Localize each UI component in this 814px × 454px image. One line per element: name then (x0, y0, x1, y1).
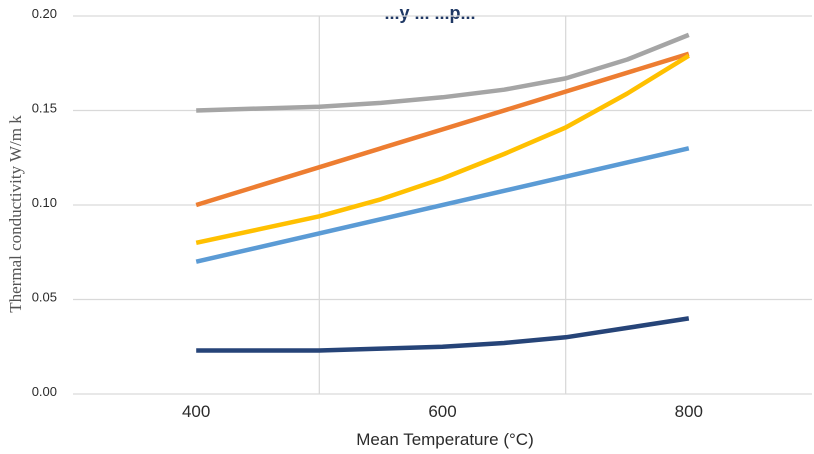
y-tick-label: 0.10 (32, 195, 57, 210)
chart-title: ...y ... ...p... (384, 3, 475, 23)
series-line-3 (195, 53, 690, 246)
series-line-4 (195, 146, 690, 264)
x-tick-label: 400 (182, 402, 210, 421)
series-line-1 (196, 32, 690, 113)
y-tick-label: 0.20 (32, 6, 57, 21)
y-tick-label: 0.15 (32, 101, 57, 116)
data-series (195, 32, 690, 353)
x-tick-label: 800 (675, 402, 703, 421)
y-axis-title: Thermal conductivity W/m k (6, 115, 25, 313)
x-tick-label: 600 (428, 402, 456, 421)
y-tick-label: 0.05 (32, 290, 57, 305)
x-axis-title: Mean Temperature (°C) (356, 430, 534, 449)
series-line-5 (196, 316, 690, 353)
x-tick-labels: 400 600 800 (182, 402, 703, 421)
y-tick-labels: 0.00 0.05 0.10 0.15 0.20 (32, 6, 57, 399)
y-tick-label: 0.00 (32, 384, 57, 399)
series-line-2 (195, 51, 690, 208)
